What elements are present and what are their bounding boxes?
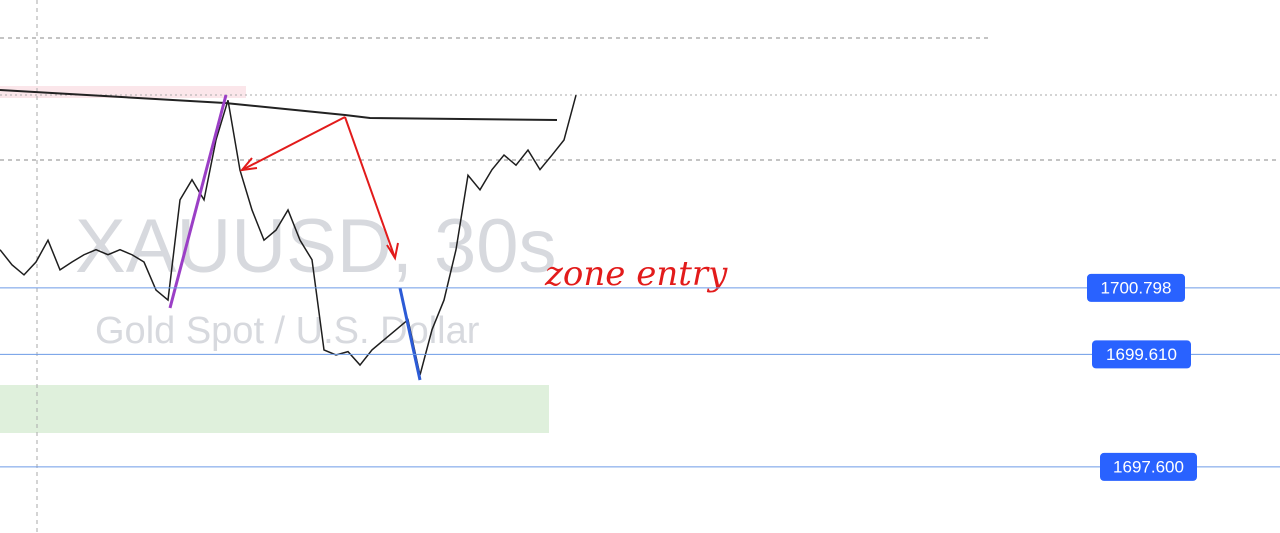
trend-line	[0, 89, 558, 121]
price-label: 1699.610	[1106, 345, 1177, 364]
price-label: 1697.600	[1113, 457, 1184, 476]
price-tag	[1092, 340, 1191, 369]
impulse-line	[398, 287, 422, 381]
price-tag	[1087, 273, 1185, 302]
price-label: 1700.798	[1101, 278, 1172, 297]
annotation: zone entry	[544, 254, 728, 294]
price-line	[0, 94, 577, 376]
price-tag	[1100, 452, 1197, 481]
arrows	[239, 116, 399, 261]
watermark-subtitle: Gold Spot / U.S. Dollar	[95, 310, 480, 352]
demand-zone	[0, 385, 549, 433]
watermark: XAUUSD, 30s	[75, 204, 557, 289]
impulse-line	[168, 94, 228, 309]
